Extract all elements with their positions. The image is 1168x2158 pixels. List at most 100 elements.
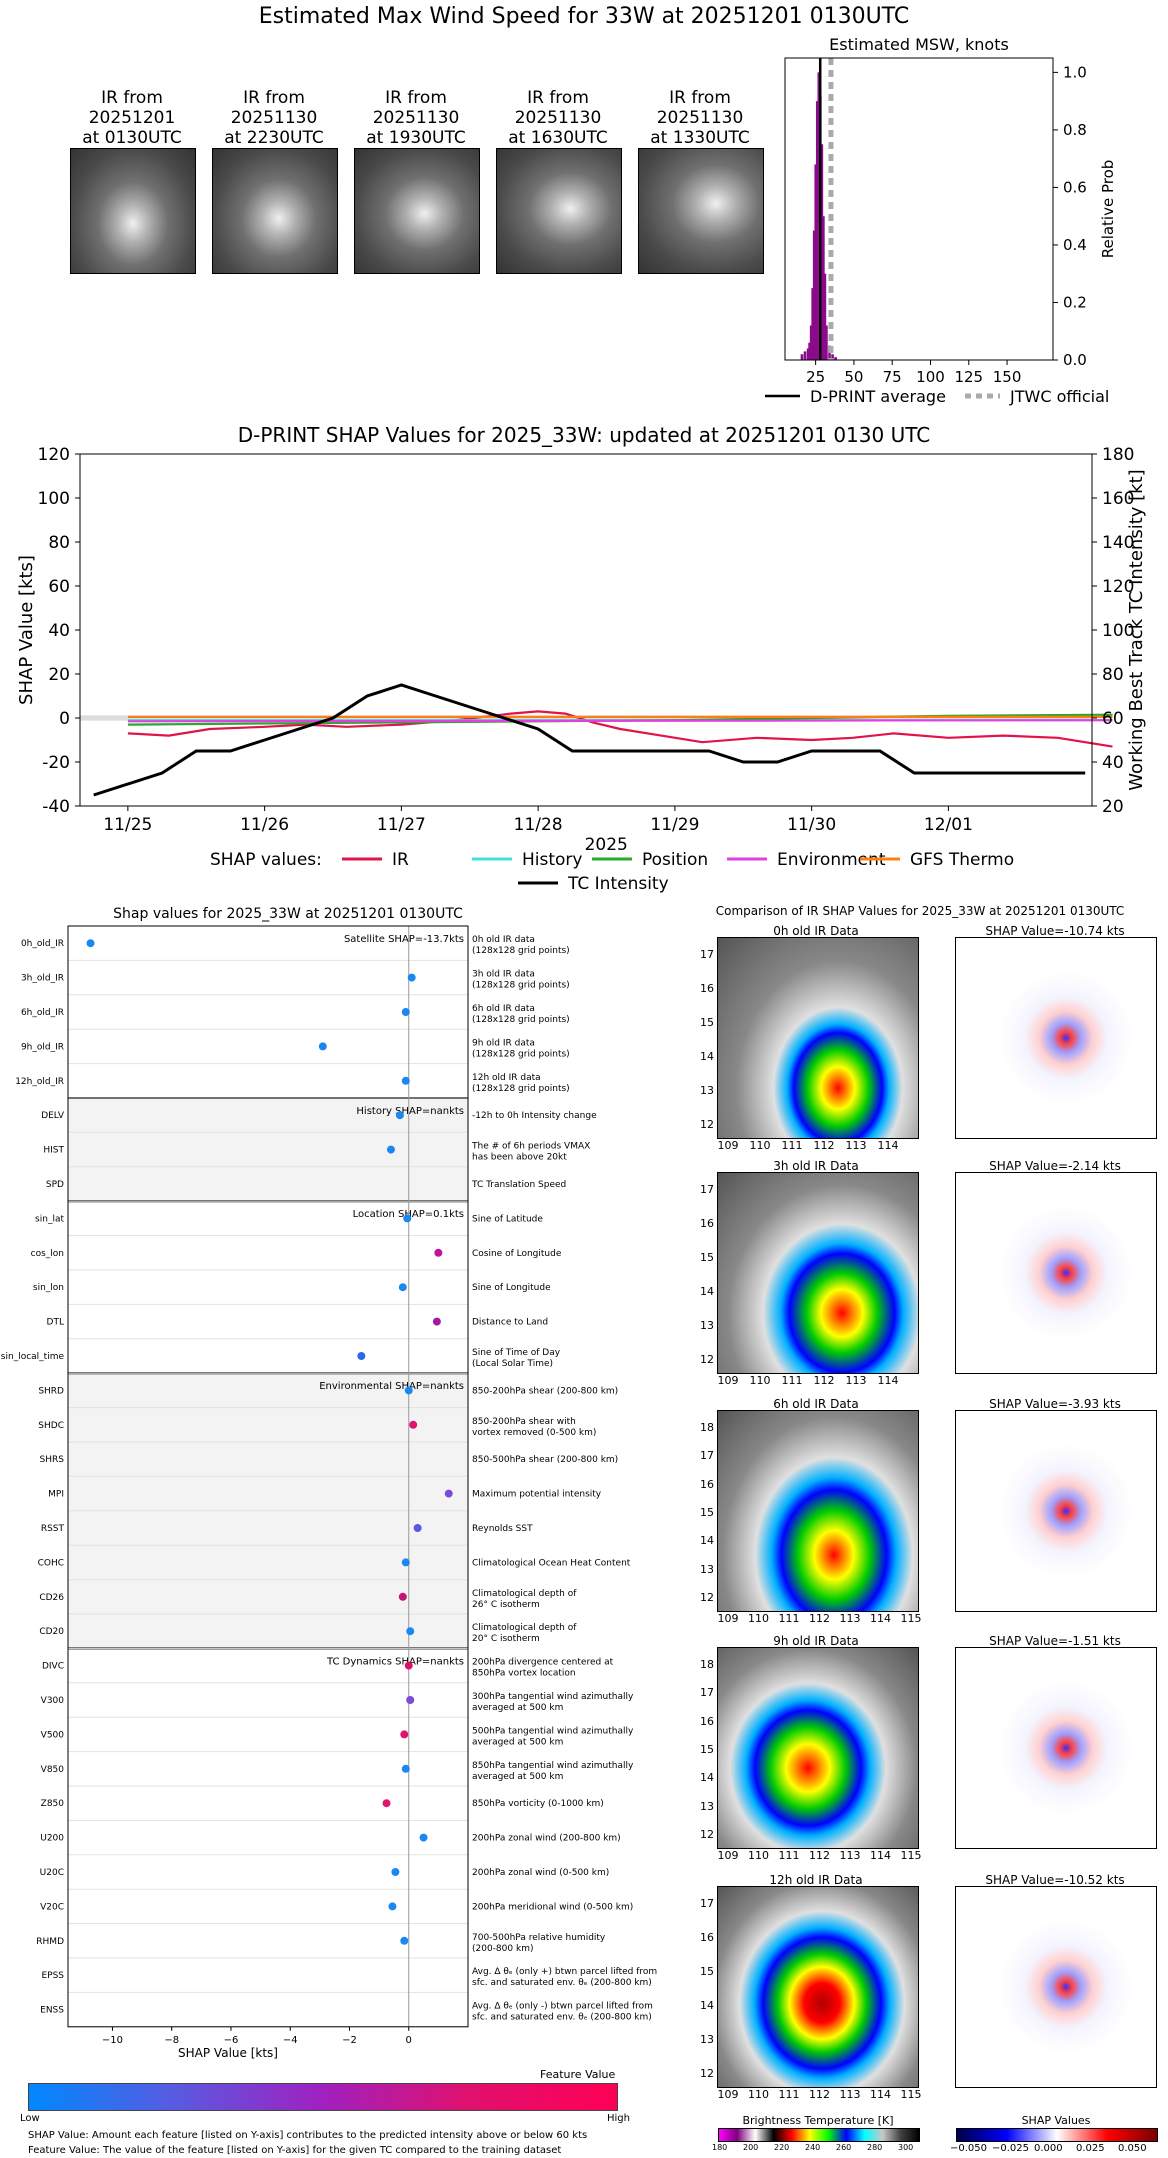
feature-point [398, 1592, 407, 1601]
y-tick-label: 40 [48, 621, 70, 641]
feature-name: V850 [41, 1765, 65, 1775]
histogram-y-tick-label: 0.2 [1063, 293, 1087, 311]
feature-point [401, 1764, 410, 1773]
ir-x-tick-label: 113 [845, 1139, 867, 1152]
feature-name: sin_lat [35, 1214, 64, 1224]
histogram-y-tick-label: 0.4 [1063, 236, 1087, 254]
shap-panel-title: SHAP Value=-1.51 kts [989, 1634, 1121, 1648]
feature-name: U20C [40, 1868, 64, 1878]
ir-panel-title: 0h old IR Data [773, 924, 859, 938]
ir-y-tick-label: 14 [700, 1999, 714, 2012]
ir-panel-image [717, 1172, 919, 1374]
histogram-y-tick-label: 0.6 [1063, 178, 1087, 196]
feature-description: 200hPa meridional wind (0-500 km) [472, 1902, 633, 1912]
histogram-bar [808, 342, 811, 360]
feature-name: EPSS [41, 1971, 64, 1981]
ir-y-tick-label: 12 [700, 1118, 714, 1131]
feature-value-title: Feature Value [540, 2068, 616, 2081]
ir-y-tick-label: 18 [700, 1421, 714, 1434]
group-label: Environmental SHAP=nankts [319, 1381, 464, 1392]
feature-name: V500 [41, 1730, 65, 1740]
histogram-bar [834, 357, 837, 360]
feature-point [386, 1145, 395, 1154]
feature-name: Z850 [41, 1799, 65, 1809]
ir-x-tick-label: 110 [748, 1612, 769, 1625]
ir-x-tick-label: 114 [877, 1374, 899, 1387]
feature-description: Cosine of Longitude [472, 1249, 562, 1259]
y-right-axis-label: Working Best Track TC Intensity [kt] [1126, 469, 1147, 790]
scatter-x-label: SHAP Value [kts] [178, 2046, 278, 2060]
feature-description: averaged at 500 km [472, 1737, 563, 1747]
feature-name: 12h_old_IR [15, 1077, 64, 1087]
comparison-title: Comparison of IR SHAP Values for 2025_33… [715, 904, 1125, 918]
ir-thumb-caption: IR from 20251130 at 1930UTC [366, 88, 466, 148]
feature-point [404, 1386, 413, 1395]
ir-y-tick-label: 13 [700, 1562, 714, 1576]
ir-y-tick-label: 13 [700, 1799, 714, 1813]
y-tick-label: 120 [38, 445, 70, 465]
feature-shap-chart: Shap values for 2025_33W at 20251201 013… [1, 906, 657, 2060]
ir-x-tick-label: 115 [900, 1849, 922, 1862]
ir-panel-image [717, 1647, 919, 1849]
y-right-tick-label: 20 [1102, 797, 1124, 817]
histogram-x-tick-label: 100 [916, 368, 945, 386]
ir-y-tick-label: 18 [700, 1658, 714, 1671]
scatter-x-tick-label: −10 [102, 2035, 123, 2046]
histogram-bar [820, 144, 824, 360]
ir-y-tick-label: 12 [700, 1353, 714, 1366]
ir-x-tick-label: 113 [839, 2088, 861, 2101]
ir-x-tick-label: 114 [870, 1849, 891, 1862]
histogram-bar [806, 348, 810, 360]
ir-thumb-image [638, 148, 764, 274]
ir-panel-title: 3h old IR Data [773, 1159, 859, 1173]
x-tick-label: 12/01 [924, 815, 973, 835]
ir-y-tick-label: 14 [700, 1771, 714, 1785]
ir-y-tick-label: 16 [700, 982, 714, 995]
ir-x-tick-label: 110 [749, 1139, 771, 1152]
ir-thumb-image [70, 148, 196, 274]
feature-description: 26° C isotherm [472, 1600, 540, 1610]
ir-y-tick-label: 12 [700, 1591, 714, 1604]
feature-point [395, 1111, 404, 1120]
shap-values-tick-label: 0.025 [1076, 2143, 1105, 2154]
feature-point [357, 1352, 366, 1360]
group-background [68, 1648, 468, 2027]
x-tick-label: 11/27 [377, 815, 426, 835]
histogram-bar [822, 216, 825, 360]
scatter-x-tick-label: 0 [406, 2035, 412, 2046]
feature-description: 200hPa zonal wind (0-500 km) [472, 1868, 609, 1878]
y-tick-label: 0 [59, 709, 70, 729]
ir-x-tick-label: 111 [781, 1139, 803, 1152]
feature-description: 20° C isotherm [472, 1634, 540, 1644]
ir-thumb-caption: IR from 20251130 at 2230UTC [224, 88, 324, 148]
histogram-bar [812, 230, 816, 360]
histogram-bar [803, 351, 807, 360]
ir-y-tick-label: 15 [700, 1251, 714, 1264]
feature-name: ENSS [40, 2006, 64, 2016]
legend-title: SHAP values: [210, 850, 322, 870]
feature-description: 200hPa zonal wind (200-800 km) [472, 1834, 621, 1844]
x-tick-label: 11/26 [240, 815, 289, 835]
feature-description: 300hPa tangential wind azimuthally [472, 1692, 634, 1702]
feature-name: 3h_old_IR [21, 974, 64, 984]
histogram-y-label: Relative Prob [1099, 160, 1117, 259]
ir-x-tick-label: 111 [778, 2088, 800, 2101]
feature-name: 0h_old_IR [21, 939, 64, 949]
feature-point [86, 939, 95, 948]
series-line [93, 683, 1086, 797]
legend-label: History [522, 850, 582, 870]
brightness-temp-tick-label: 200 [743, 2143, 759, 2152]
feature-description: 0h old IR data [472, 935, 535, 945]
feature-description: Sine of Latitude [472, 1214, 543, 1224]
shap-panel-title: SHAP Value=-2.14 kts [989, 1159, 1121, 1173]
feature-description: (Local Solar Time) [472, 1359, 553, 1369]
histogram-y-tick-label: 0.0 [1063, 351, 1087, 369]
histogram-y-tick-label: 0.8 [1063, 121, 1087, 139]
ir-panel-image [717, 1886, 919, 2088]
feature-description: 3h old IR data [472, 970, 535, 980]
histogram-x-tick-label: 75 [883, 368, 902, 386]
ir-y-tick-label: 13 [700, 2033, 714, 2046]
feature-description: TC Translation Speed [471, 1180, 566, 1190]
y-right-tick-label: 40 [1102, 753, 1124, 773]
ir-thumb-image [496, 148, 622, 274]
